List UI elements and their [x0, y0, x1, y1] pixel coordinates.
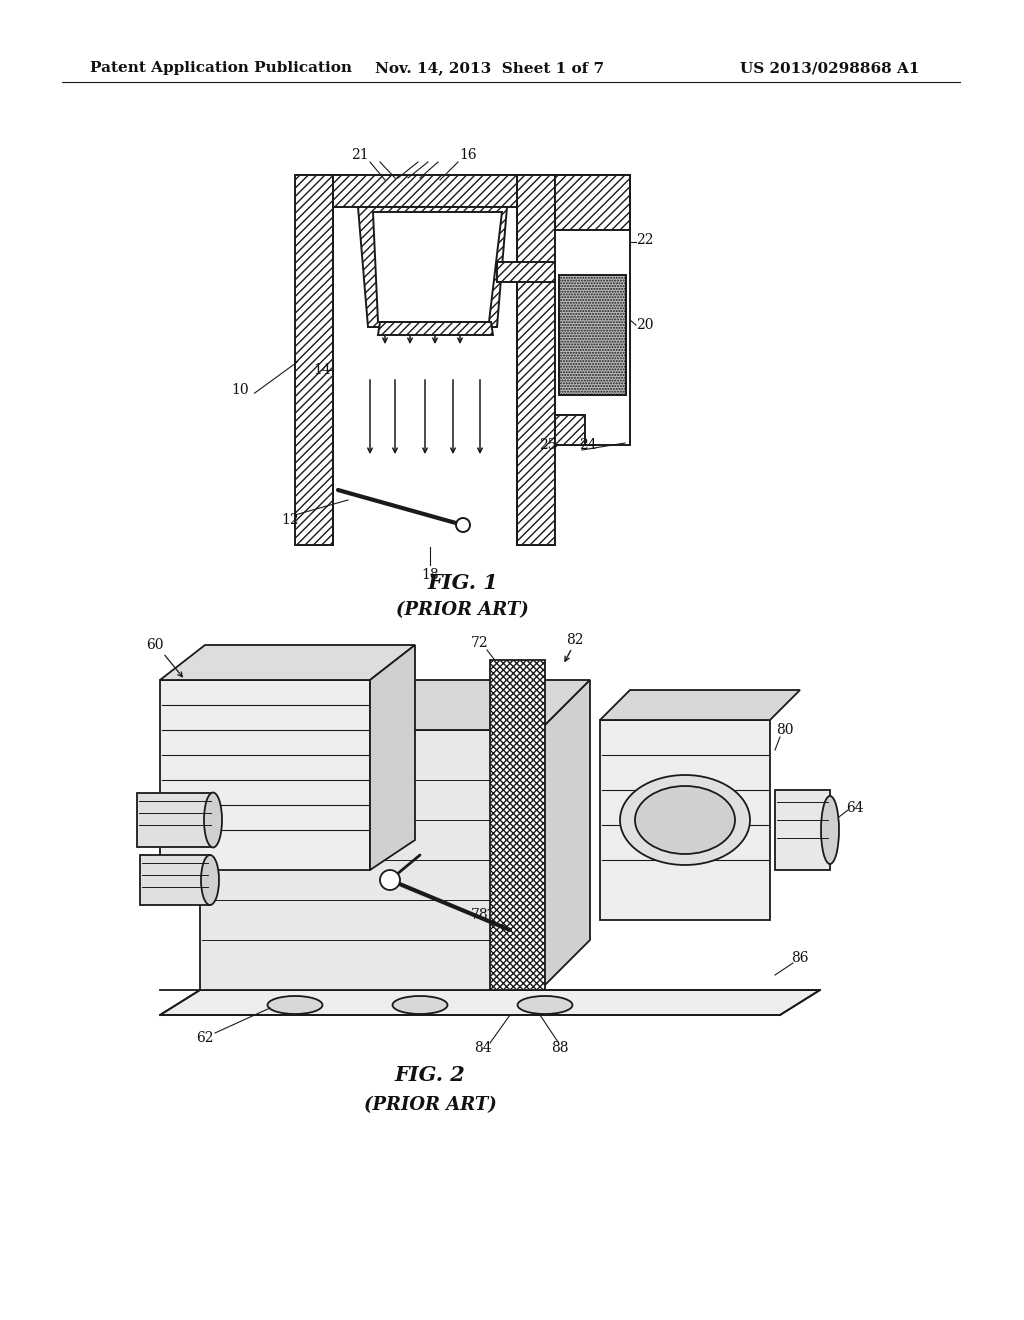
Polygon shape	[373, 213, 502, 322]
Polygon shape	[358, 207, 507, 327]
Text: 80: 80	[776, 723, 794, 737]
Text: (PRIOR ART): (PRIOR ART)	[396, 601, 528, 619]
Text: 64: 64	[846, 801, 864, 814]
Text: 64: 64	[139, 801, 157, 814]
Polygon shape	[200, 680, 590, 730]
Text: 24: 24	[580, 438, 597, 451]
Circle shape	[380, 870, 400, 890]
Polygon shape	[160, 680, 370, 870]
Ellipse shape	[204, 792, 222, 847]
Polygon shape	[517, 176, 555, 545]
Text: 14: 14	[313, 363, 331, 378]
Text: 62: 62	[197, 1031, 214, 1045]
Text: 18: 18	[421, 568, 439, 582]
Polygon shape	[200, 730, 540, 990]
Polygon shape	[378, 322, 493, 335]
Polygon shape	[295, 176, 333, 545]
Text: 25: 25	[540, 438, 557, 451]
Text: (PRIOR ART): (PRIOR ART)	[364, 1096, 497, 1114]
Polygon shape	[555, 176, 630, 230]
Polygon shape	[160, 990, 820, 1015]
Text: 78: 78	[471, 908, 488, 921]
Polygon shape	[600, 690, 800, 719]
Text: US 2013/0298868 A1: US 2013/0298868 A1	[740, 61, 920, 75]
Ellipse shape	[267, 997, 323, 1014]
Text: 16: 16	[459, 148, 477, 162]
Text: Nov. 14, 2013  Sheet 1 of 7: Nov. 14, 2013 Sheet 1 of 7	[376, 61, 604, 75]
Polygon shape	[540, 680, 590, 990]
Polygon shape	[497, 261, 555, 282]
Polygon shape	[775, 789, 830, 870]
Text: 88: 88	[551, 1041, 568, 1055]
Text: 86: 86	[792, 950, 809, 965]
Text: 12: 12	[282, 513, 299, 527]
Text: 20: 20	[636, 318, 653, 333]
Ellipse shape	[821, 796, 839, 865]
Ellipse shape	[620, 775, 750, 865]
Text: Patent Application Publication: Patent Application Publication	[90, 61, 352, 75]
Circle shape	[456, 517, 470, 532]
Ellipse shape	[201, 855, 219, 906]
Polygon shape	[160, 645, 415, 680]
Ellipse shape	[392, 997, 447, 1014]
Text: 21: 21	[351, 148, 369, 162]
Polygon shape	[200, 789, 240, 861]
Polygon shape	[370, 645, 415, 870]
Text: FIG. 2: FIG. 2	[394, 1065, 465, 1085]
Ellipse shape	[635, 785, 735, 854]
Polygon shape	[333, 207, 517, 545]
Text: 10: 10	[231, 383, 249, 397]
Polygon shape	[559, 275, 626, 395]
Text: 72: 72	[471, 636, 488, 649]
Text: 60: 60	[146, 638, 164, 652]
Polygon shape	[140, 855, 210, 906]
Polygon shape	[333, 176, 517, 207]
Polygon shape	[490, 660, 545, 990]
Ellipse shape	[517, 997, 572, 1014]
Polygon shape	[600, 719, 770, 920]
Text: 22: 22	[636, 234, 653, 247]
Text: 84: 84	[474, 1041, 492, 1055]
Text: 82: 82	[566, 634, 584, 647]
Text: FIG. 1: FIG. 1	[427, 573, 498, 593]
Polygon shape	[555, 414, 585, 445]
Polygon shape	[137, 793, 213, 847]
